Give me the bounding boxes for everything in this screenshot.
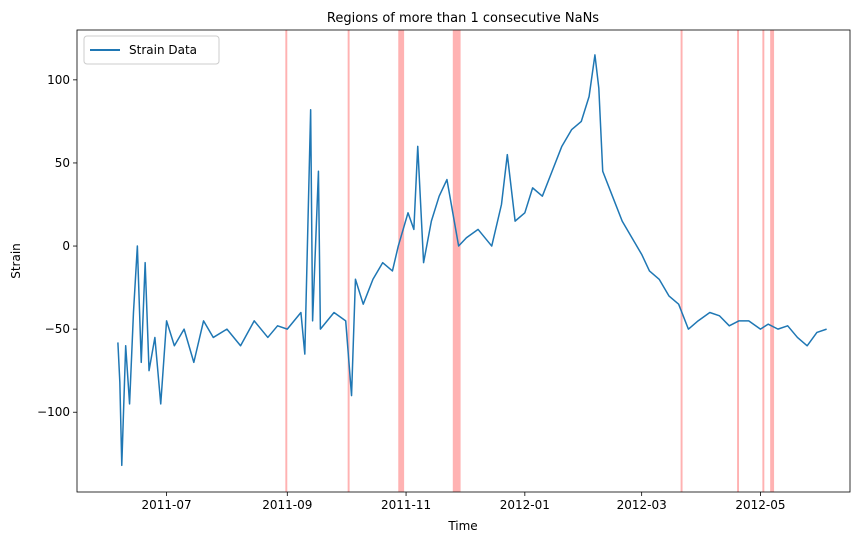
- x-tick-label: 2011-07: [141, 498, 191, 512]
- y-tick-label: 100: [47, 73, 70, 87]
- x-tick-label: 2012-05: [735, 498, 785, 512]
- legend-label: Strain Data: [129, 43, 197, 57]
- x-axis-label: Time: [447, 519, 477, 533]
- x-tick-label: 2012-01: [500, 498, 550, 512]
- nan-region-2: [398, 30, 405, 492]
- nan-region-0: [285, 30, 288, 492]
- y-tick-label: −50: [45, 322, 70, 336]
- series-line-0: [117, 54, 827, 467]
- chart-title: Regions of more than 1 consecutive NaNs: [327, 11, 599, 26]
- nan-region-6: [762, 30, 765, 492]
- y-axis-label: Strain: [9, 243, 23, 279]
- nan-region-7: [770, 30, 775, 492]
- y-axis: 100 50 0 −50 −100: [37, 73, 77, 419]
- legend: Strain Data: [83, 35, 220, 65]
- y-tick-label: 50: [55, 156, 70, 170]
- x-tick-label: 2011-09: [262, 498, 312, 512]
- x-tick-label: 2012-03: [617, 498, 667, 512]
- nan-region-1: [347, 30, 350, 492]
- x-axis: 2011-07 2011-09 2011-11 2012-01 2012-03 2012-…: [141, 492, 786, 512]
- nan-region-5: [737, 30, 740, 492]
- x-tick-label: 2011-11: [381, 498, 431, 512]
- legend-box: [83, 35, 220, 65]
- y-tick-label: 0: [62, 239, 70, 253]
- nan-region-4: [680, 30, 683, 492]
- y-tick-label: −100: [37, 405, 70, 419]
- series-layer: [117, 54, 827, 467]
- nan-regions: [285, 30, 775, 492]
- nan-region-3: [452, 30, 461, 492]
- plot-frame: [76, 29, 851, 493]
